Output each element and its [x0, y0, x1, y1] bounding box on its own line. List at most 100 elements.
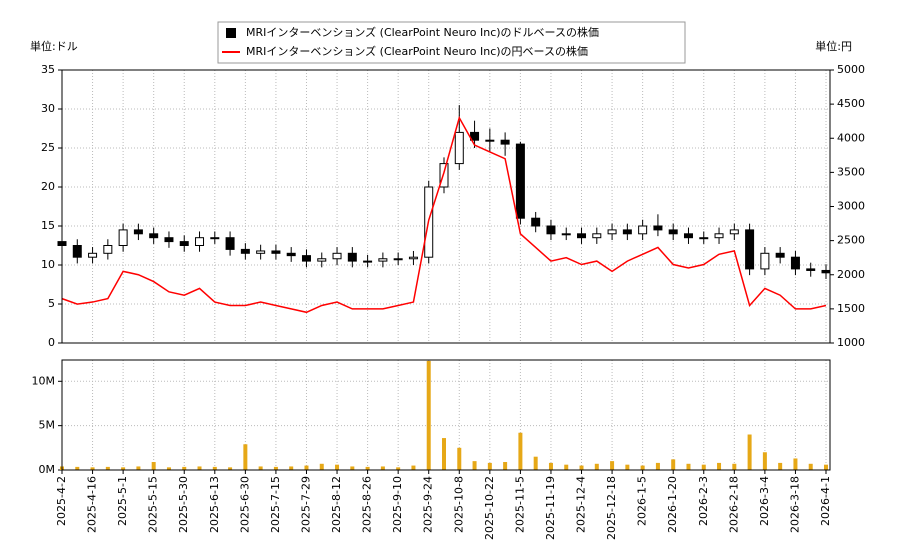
candle-body	[393, 258, 403, 261]
volume-bar	[289, 466, 294, 470]
candle-body	[103, 245, 113, 254]
candle-body	[363, 260, 373, 263]
volume-bar	[625, 464, 630, 470]
y-tick-label: 30	[41, 102, 55, 115]
volume-bar	[75, 466, 80, 470]
candle-body	[225, 237, 235, 250]
volume-bar	[701, 464, 706, 470]
volume-bar	[151, 462, 156, 470]
volume-bar	[564, 464, 569, 470]
volume-bar	[808, 463, 813, 470]
candle-body	[577, 233, 587, 239]
y2-tick-label: 5000	[837, 63, 865, 76]
x-tick-label: 2025-9-24	[422, 476, 435, 533]
candle-body	[88, 252, 98, 258]
x-tick-label: 2025-7-29	[299, 476, 312, 533]
candle-body	[653, 225, 663, 231]
candle-body	[500, 139, 510, 145]
plot-frame	[61, 69, 831, 344]
y-tick-label: 0M	[39, 463, 56, 476]
volume-bar	[212, 466, 217, 470]
x-tick-label: 2025-8-12	[330, 476, 343, 533]
candle-body	[515, 143, 525, 219]
x-tick-label: 2026-1-20	[666, 476, 679, 533]
candle-body	[668, 229, 678, 235]
candle-body	[195, 237, 205, 246]
volume-bar	[273, 466, 278, 470]
candle-body	[210, 237, 220, 240]
y-tick-label: 10M	[32, 374, 56, 387]
x-tick-label: 2026-2-3	[697, 476, 710, 526]
volume-bar	[426, 360, 431, 470]
x-tick-label: 2025-11-19	[544, 476, 557, 540]
y2-tick-label: 2000	[837, 268, 865, 281]
legend-swatch	[226, 28, 236, 38]
x-tick-label: 2025-12-18	[605, 476, 618, 540]
y-tick-label: 20	[41, 180, 55, 193]
volume-bar	[778, 462, 783, 470]
candle-body	[760, 252, 770, 270]
x-tick-label: 2025-7-15	[269, 476, 282, 533]
y2-tick-label: 4000	[837, 131, 865, 144]
volume-bar	[610, 461, 615, 470]
candle-body	[347, 252, 357, 262]
volume-bar	[350, 466, 355, 470]
y-tick-label: 0	[48, 336, 55, 349]
volume-bar	[640, 465, 645, 470]
volume-bar	[411, 465, 416, 470]
candle-body	[745, 229, 755, 270]
candle-body	[118, 229, 128, 246]
volume-bar	[762, 452, 767, 470]
y-tick-label: 15	[41, 219, 55, 232]
volume-bar	[793, 458, 798, 470]
volume-bar	[243, 444, 248, 470]
x-tick-label: 2025-10-8	[452, 476, 465, 533]
x-tick-label: 2026-3-18	[788, 476, 801, 533]
volume-bar	[380, 466, 385, 470]
candle-body	[470, 131, 480, 141]
candle-body	[256, 250, 266, 254]
candle-body	[531, 217, 541, 227]
candle-body	[408, 256, 418, 260]
volume-bar	[594, 463, 599, 470]
x-tick-label: 2026-3-4	[758, 476, 771, 526]
candle-body	[821, 269, 831, 274]
volume-bar	[717, 462, 722, 470]
volume-bar	[732, 463, 737, 470]
volume-bar	[457, 447, 462, 470]
volume-bar	[472, 461, 477, 470]
volume-bar	[197, 466, 202, 470]
x-tick-label: 2025-10-22	[483, 476, 496, 540]
y2-tick-label: 4500	[837, 97, 865, 110]
candle-body	[301, 255, 311, 262]
x-tick-label: 2025-6-13	[208, 476, 221, 533]
y2-tick-label: 1500	[837, 302, 865, 315]
candle-body	[286, 252, 296, 257]
volume-bar	[548, 462, 553, 470]
legend-label: MRIインターベンションズ (ClearPoint Neuro Inc)の円ベー…	[246, 44, 588, 58]
candle-body	[638, 225, 648, 235]
candle-body	[378, 258, 388, 262]
candle-body	[179, 241, 189, 247]
candle-body	[561, 233, 571, 236]
x-tick-label: 2025-9-10	[391, 476, 404, 533]
candle-body	[240, 248, 250, 254]
candle-body	[332, 252, 342, 260]
volume-bar	[686, 463, 691, 470]
candle-body	[72, 245, 82, 258]
candle-body	[164, 237, 174, 243]
x-tick-label: 2025-6-30	[238, 476, 251, 533]
volume-bar	[824, 464, 828, 470]
volume-bar	[747, 434, 752, 470]
candle-body	[546, 225, 556, 235]
y-axis-label: 単位:ドル	[30, 39, 78, 53]
price-line	[61, 115, 827, 314]
candle-body	[775, 252, 785, 258]
volume-bar	[533, 456, 538, 470]
volume-bar	[228, 467, 233, 470]
candle-body	[729, 229, 739, 235]
volume-bar	[182, 466, 187, 470]
volume-bar	[579, 465, 584, 470]
y2-tick-label: 3000	[837, 200, 865, 213]
volume-bar	[655, 462, 660, 470]
